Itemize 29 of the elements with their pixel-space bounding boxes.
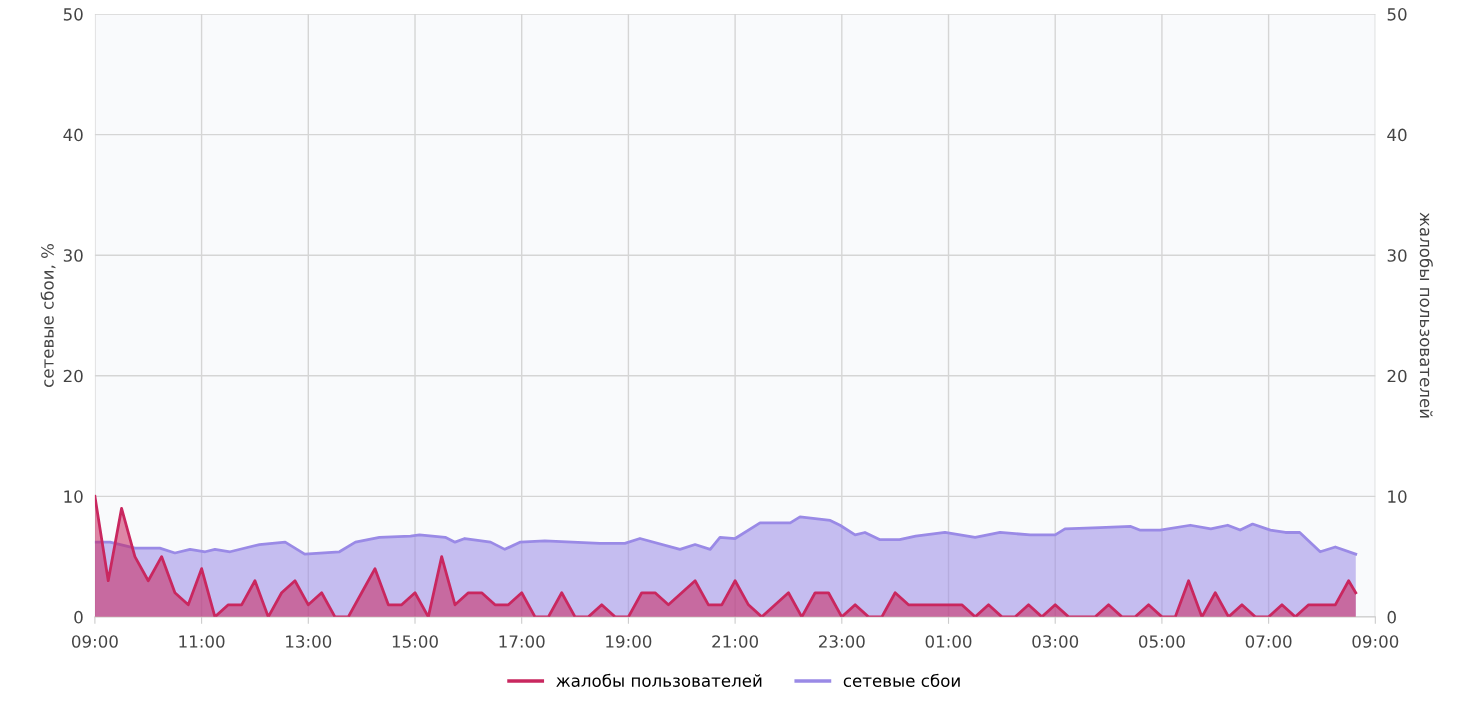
x-tick-label: 19:00 xyxy=(606,635,652,648)
x-tick-label: 11:00 xyxy=(179,635,225,648)
x-tick-label: 03:00 xyxy=(1032,635,1079,648)
x-tick-label: 21:00 xyxy=(712,635,759,648)
x-tick-label: 05:00 xyxy=(1139,635,1185,648)
x-tick-label: 07:00 xyxy=(1245,635,1292,648)
x-tick-label: 09:00 xyxy=(71,635,118,648)
y2-tick-label: 50 xyxy=(1387,8,1407,21)
y2-tick-label: 30 xyxy=(1387,249,1407,262)
y-axis-title: сетевые сбои, % xyxy=(40,244,56,387)
y2-axis-title: жалобы пользователей xyxy=(1419,212,1433,418)
legend-label: сетевые сбои xyxy=(843,673,960,687)
x-tick-label: 15:00 xyxy=(392,635,438,648)
y-tick-label: 0 xyxy=(74,610,83,624)
y-tick-label: 40 xyxy=(63,128,83,142)
y2-tick-label: 20 xyxy=(1387,369,1407,383)
x-tick-label: 01:00 xyxy=(925,635,972,648)
y-tick-label: 10 xyxy=(64,490,83,503)
x-tick-label: 23:00 xyxy=(819,635,865,648)
legend-label: жалобы пользователей xyxy=(556,673,762,687)
x-tick-label: 13:00 xyxy=(286,635,332,648)
y2-tick-label: 40 xyxy=(1387,128,1407,142)
y-tick-label: 20 xyxy=(63,369,83,383)
y2-tick-label: 10 xyxy=(1388,490,1407,503)
y-tick-label: 50 xyxy=(63,8,83,21)
x-tick-label: 09:00 xyxy=(1352,635,1399,648)
y-tick-label: 30 xyxy=(63,249,83,262)
x-tick-label: 17:00 xyxy=(499,635,545,648)
y2-tick-label: 0 xyxy=(1387,610,1396,624)
